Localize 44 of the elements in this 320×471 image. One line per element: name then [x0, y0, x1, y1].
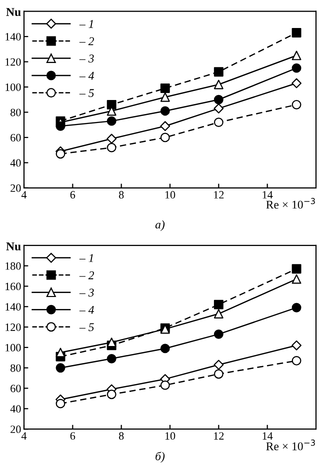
- x-axis-title: Re × 10$^{−3}$: [266, 440, 315, 450]
- legend-label: – 1: [79, 254, 93, 262]
- x-tick-label: 10: [165, 191, 176, 199]
- y-tick-label: 120: [6, 323, 21, 331]
- legend-label: – 4: [79, 306, 94, 314]
- x-tick-label: 14: [262, 191, 273, 198]
- text: a): [155, 220, 165, 231]
- y-tick-label: 80: [10, 364, 21, 372]
- y-tick-label: 60: [10, 134, 21, 142]
- x-tick-label: 14: [262, 432, 273, 440]
- y-tick-label: 100: [6, 83, 21, 91]
- x-tick-label: 4: [21, 191, 27, 198]
- y-tick-label: 160: [6, 282, 21, 290]
- x-tick-label: 8: [118, 432, 124, 440]
- y-tick-label: 100: [6, 344, 21, 352]
- x-tick-label: 8: [118, 191, 124, 199]
- y-tick-label: 20: [10, 184, 21, 192]
- x-tick-label: 10: [165, 432, 176, 440]
- x-tick-label: 12: [214, 432, 224, 440]
- legend-label: – 3: [79, 288, 94, 297]
- y-tick-label: 140: [6, 33, 21, 40]
- y-tick-label: 20: [10, 426, 21, 434]
- x-tick-label: 6: [70, 191, 76, 199]
- legend-label: – 4: [79, 72, 94, 80]
- text: б): [156, 452, 165, 463]
- legend-label: – 5: [79, 89, 94, 98]
- y-tick-label: 180: [6, 262, 21, 270]
- x-tick-label: 12: [214, 191, 224, 198]
- y-axis-title: Nu: [6, 8, 21, 16]
- y-tick-label: 120: [6, 58, 21, 66]
- x-tick-label: 6: [70, 432, 76, 440]
- y-tick-label: 60: [10, 384, 21, 392]
- y-axis-title: Nu: [6, 242, 21, 250]
- legend-label: – 2: [79, 271, 94, 280]
- legend-label: – 5: [79, 323, 94, 332]
- y-tick-label: 140: [6, 303, 21, 311]
- legend-label: – 1: [79, 20, 93, 28]
- x-axis-title: Re × 10$^{−3}$: [266, 198, 315, 209]
- y-tick-label: 40: [10, 405, 21, 413]
- y-tick-label: 80: [10, 108, 21, 116]
- legend-label: – 3: [79, 54, 94, 62]
- legend-label: – 2: [79, 37, 94, 46]
- y-tick-label: 40: [10, 159, 21, 167]
- x-tick-label: 4: [21, 432, 27, 440]
